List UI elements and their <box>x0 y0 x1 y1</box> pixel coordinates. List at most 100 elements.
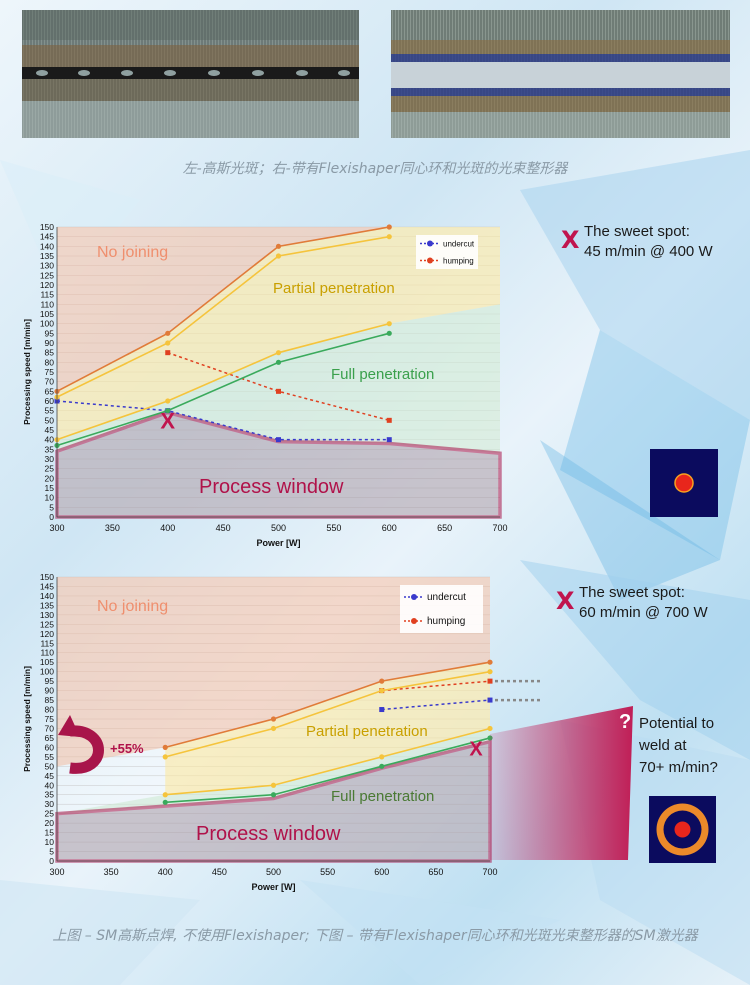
y-tick-label: 40 <box>45 780 55 790</box>
series-point <box>487 725 493 732</box>
series-point <box>165 340 171 346</box>
series-point <box>379 763 385 769</box>
series-line-2 <box>56 226 390 393</box>
series-point <box>275 350 282 356</box>
no-joining-label: No joining <box>97 598 168 615</box>
y-tick-label: 145 <box>40 232 54 242</box>
series-point <box>165 408 171 414</box>
legend-label: undercut <box>443 240 475 249</box>
y-tick-label: 100 <box>40 667 54 677</box>
x-axis-title: Power [W] <box>257 538 301 548</box>
y-tick-label: 50 <box>45 415 55 425</box>
partial-penetration-label: Partial penetration <box>273 280 395 297</box>
series-line-0 <box>167 351 390 422</box>
x-tick-label: 650 <box>437 523 452 533</box>
y-tick-label: 90 <box>45 686 55 696</box>
y-tick-label: 135 <box>40 600 54 610</box>
series-point <box>162 744 168 750</box>
y-tick-label: 100 <box>40 319 54 329</box>
series-point <box>162 799 168 805</box>
series-point <box>379 707 385 713</box>
y-tick-label: 5 <box>49 502 54 512</box>
arrow-arc <box>69 725 104 774</box>
y-tick-label: 60 <box>45 396 55 406</box>
y-axis-title: Processing speed [m/min] <box>22 319 32 425</box>
series-point <box>165 350 171 356</box>
x-tick-label: 300 <box>49 523 64 533</box>
sweet-spot-1-line2: 45 m/min @ 400 W <box>584 243 713 260</box>
series-point <box>270 792 277 798</box>
process-window <box>55 410 502 519</box>
y-tick-label: 90 <box>45 338 55 348</box>
series-point <box>487 669 493 675</box>
series-point <box>270 716 277 722</box>
y-tick-label: 15 <box>45 483 55 493</box>
sweet-spot-2-line1: The sweet spot: <box>579 584 685 601</box>
series-line-4 <box>56 322 390 441</box>
series-point <box>386 437 392 443</box>
legend-label: undercut <box>427 592 466 603</box>
sweet-spot-text-1: The sweet spot: 45 m/min @ 400 W <box>584 222 713 262</box>
sweet-spot-1-line1: The sweet spot: <box>584 223 690 240</box>
x-axis-title: Power [W] <box>252 882 296 892</box>
chart-flexishaper: 0510152025303540455055606570758085909510… <box>22 572 540 892</box>
gaussian-beam-icon <box>650 449 718 517</box>
x-tick-label: 450 <box>212 867 227 877</box>
y-tick-label: 135 <box>40 251 54 261</box>
y-tick-label: 80 <box>45 705 55 715</box>
y-tick-label: 25 <box>45 464 55 474</box>
arrow-head <box>58 715 80 737</box>
partial-penetration-label: Partial penetration <box>306 723 428 740</box>
improvement-label: +55% <box>110 741 144 756</box>
y-tick-label: 130 <box>40 261 54 271</box>
y-tick-label: 125 <box>40 619 54 629</box>
y-tick-label: 10 <box>45 493 55 503</box>
legend-marker <box>427 240 433 247</box>
full-penetration-region <box>57 304 500 454</box>
series-line-3 <box>165 670 491 758</box>
y-tick-label: 130 <box>40 610 54 620</box>
potential-line1: Potential to <box>639 715 715 732</box>
series-point <box>275 359 282 365</box>
x-tick-label: 700 <box>482 867 497 877</box>
series-point <box>386 234 392 240</box>
series-point <box>379 754 385 760</box>
x-tick-label: 300 <box>49 867 64 877</box>
gaussian-weld-photo <box>22 10 359 138</box>
y-tick-label: 75 <box>45 714 55 724</box>
x-tick-label: 450 <box>216 523 231 533</box>
y-tick-label: 65 <box>45 386 55 396</box>
x-tick-label: 600 <box>382 523 397 533</box>
potential-text: Potential to weld at 70+ m/min? <box>639 713 718 779</box>
y-tick-label: 60 <box>45 742 55 752</box>
series-point <box>386 224 392 230</box>
series-point <box>270 782 277 788</box>
legend-box <box>400 585 483 633</box>
y-tick-label: 40 <box>45 435 55 445</box>
no-joining-region <box>57 577 490 767</box>
potential-wedge <box>490 706 633 860</box>
sweet-spot-2-line2: 60 m/min @ 700 W <box>579 604 708 621</box>
top-caption: 左-高斯光斑；右-带有Flexishaper同心环和光斑的光束整形器 <box>182 161 568 177</box>
series-point <box>270 725 277 732</box>
series-point <box>379 678 385 684</box>
y-tick-label: 15 <box>45 828 55 838</box>
series-line-3 <box>56 235 390 398</box>
y-tick-label: 30 <box>45 454 55 464</box>
potential-line2: weld at <box>639 737 687 754</box>
y-tick-label: 85 <box>45 695 55 705</box>
series-point <box>276 437 281 443</box>
y-tick-label: 70 <box>45 723 55 733</box>
y-tick-label: 120 <box>40 280 54 290</box>
y-tick-label: 65 <box>45 733 55 743</box>
y-tick-label: 145 <box>40 581 54 591</box>
x-tick-label: 400 <box>158 867 173 877</box>
series-point <box>275 253 282 259</box>
series-line-0 <box>381 680 491 692</box>
y-tick-label: 55 <box>45 406 55 416</box>
bottom-caption: 上图 – SM高斯点焊, 不使用Flexishaper; 下图 – 带有Flex… <box>52 928 698 944</box>
y-tick-label: 20 <box>45 473 55 483</box>
sweet-spot-marker-1: X <box>561 226 580 254</box>
series-point <box>386 330 392 336</box>
y-tick-label: 35 <box>45 444 55 454</box>
